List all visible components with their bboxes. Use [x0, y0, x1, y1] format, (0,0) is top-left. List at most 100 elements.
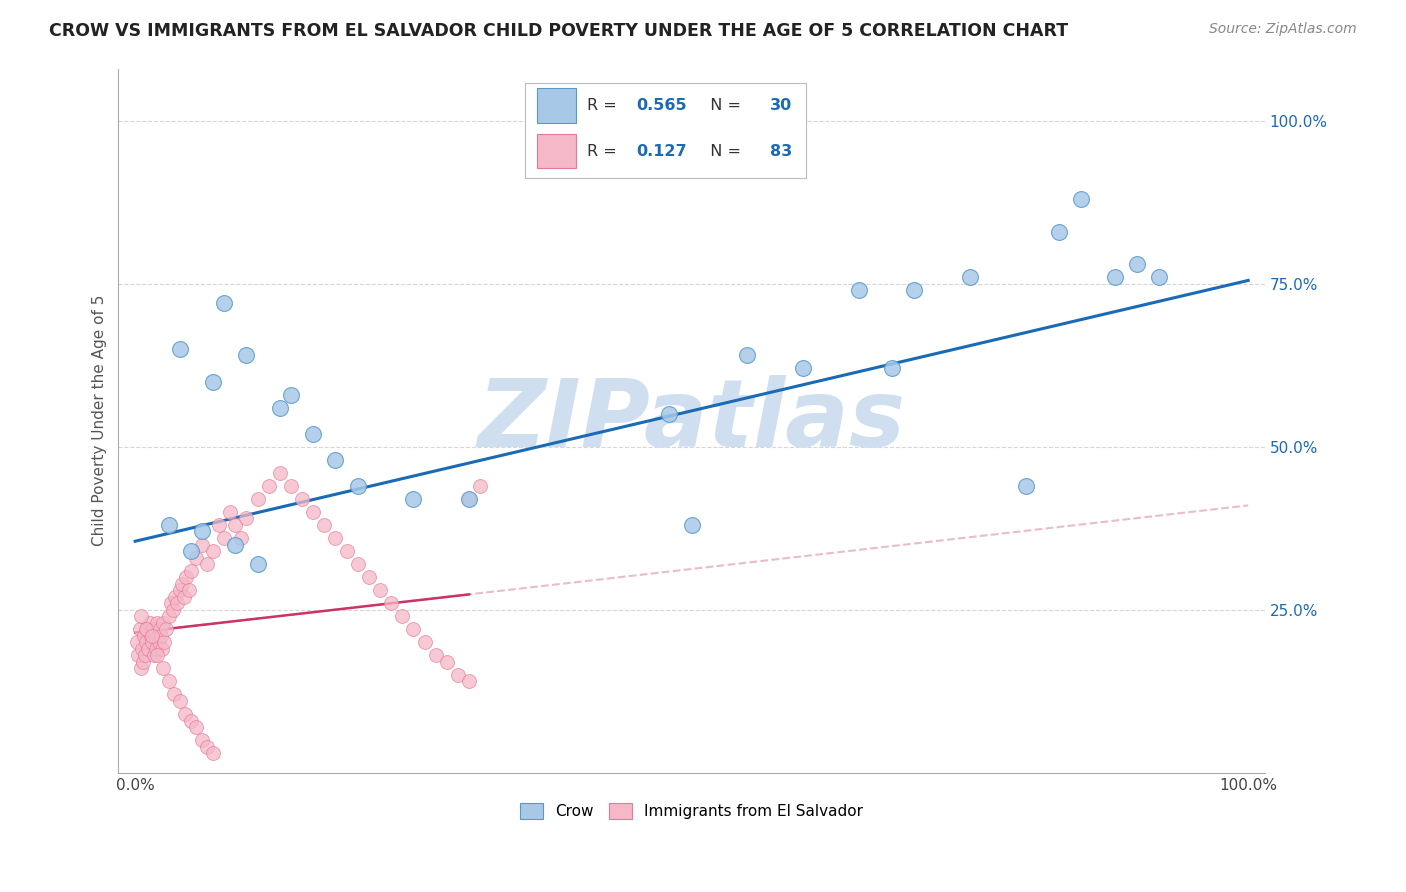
Point [134, 648, 156, 663]
Point [246, 491, 269, 506]
Point [792, 361, 814, 376]
Point [402, 491, 425, 506]
Point [1126, 257, 1149, 271]
Point [737, 348, 759, 362]
Point [127, 635, 149, 649]
Point [212, 296, 235, 310]
Y-axis label: Child Poverty Under the Age of 5: Child Poverty Under the Age of 5 [93, 295, 107, 546]
Point [681, 518, 703, 533]
Point [368, 583, 391, 598]
Legend: Crow, Immigrants from El Salvador: Crow, Immigrants from El Salvador [515, 797, 869, 825]
Point [224, 537, 246, 551]
Point [129, 661, 152, 675]
Point [173, 590, 195, 604]
Text: Source: ZipAtlas.com: Source: ZipAtlas.com [1209, 22, 1357, 37]
Point [149, 622, 172, 636]
Point [229, 531, 252, 545]
Point [1047, 225, 1070, 239]
Point [138, 641, 160, 656]
Point [959, 270, 981, 285]
Point [143, 648, 166, 663]
Point [458, 674, 481, 689]
Point [191, 537, 214, 551]
Point [174, 707, 197, 722]
Point [325, 531, 347, 545]
Point [280, 479, 302, 493]
Point [135, 635, 157, 649]
Point [138, 615, 160, 630]
Point [163, 688, 186, 702]
Point [207, 518, 229, 533]
Point [212, 531, 235, 545]
Point [291, 491, 314, 506]
Point [447, 668, 470, 682]
Point [131, 641, 153, 656]
Point [186, 550, 208, 565]
Point [1070, 192, 1092, 206]
Point [157, 518, 180, 533]
Point [153, 635, 176, 649]
Point [139, 629, 162, 643]
Point [152, 615, 174, 630]
Point [224, 518, 246, 533]
Point [176, 570, 198, 584]
Point [146, 648, 169, 663]
Point [280, 387, 302, 401]
Point [157, 674, 180, 689]
Point [658, 407, 681, 421]
Point [169, 694, 191, 708]
Point [191, 733, 214, 747]
Point [197, 557, 219, 571]
Point [143, 629, 166, 643]
Point [1147, 270, 1170, 285]
Point [135, 622, 157, 636]
Point [141, 629, 163, 643]
Point [848, 283, 870, 297]
Point [1104, 270, 1126, 285]
Point [246, 557, 269, 571]
Point [1014, 479, 1036, 493]
Text: CROW VS IMMIGRANTS FROM EL SALVADOR CHILD POVERTY UNDER THE AGE OF 5 CORRELATION: CROW VS IMMIGRANTS FROM EL SALVADOR CHIL… [49, 22, 1069, 40]
Point [136, 622, 159, 636]
Point [142, 622, 165, 636]
Point [202, 544, 225, 558]
Point [413, 635, 436, 649]
Point [157, 609, 180, 624]
Point [170, 576, 193, 591]
Point [165, 590, 187, 604]
Point [235, 511, 257, 525]
Point [346, 557, 368, 571]
Point [425, 648, 447, 663]
Point [186, 720, 208, 734]
Text: ZIPatlas: ZIPatlas [478, 375, 905, 467]
Point [880, 361, 903, 376]
Point [177, 583, 200, 598]
Point [129, 609, 152, 624]
Point [191, 524, 214, 539]
Point [202, 375, 225, 389]
Point [180, 544, 202, 558]
Point [346, 479, 368, 493]
Point [145, 641, 167, 656]
Point [402, 622, 425, 636]
Point [180, 564, 202, 578]
Point [146, 615, 169, 630]
Point [127, 648, 149, 663]
Point [336, 544, 359, 558]
Point [159, 596, 181, 610]
Point [302, 426, 325, 441]
Point [197, 739, 219, 754]
Point [269, 466, 291, 480]
Point [169, 583, 191, 598]
Point [152, 661, 174, 675]
Point [202, 746, 225, 760]
Point [257, 479, 280, 493]
Point [470, 479, 492, 493]
Point [155, 622, 177, 636]
Point [166, 596, 188, 610]
Point [132, 629, 155, 643]
Point [325, 452, 347, 467]
Point [148, 635, 170, 649]
Point [269, 401, 291, 415]
Point [128, 622, 150, 636]
